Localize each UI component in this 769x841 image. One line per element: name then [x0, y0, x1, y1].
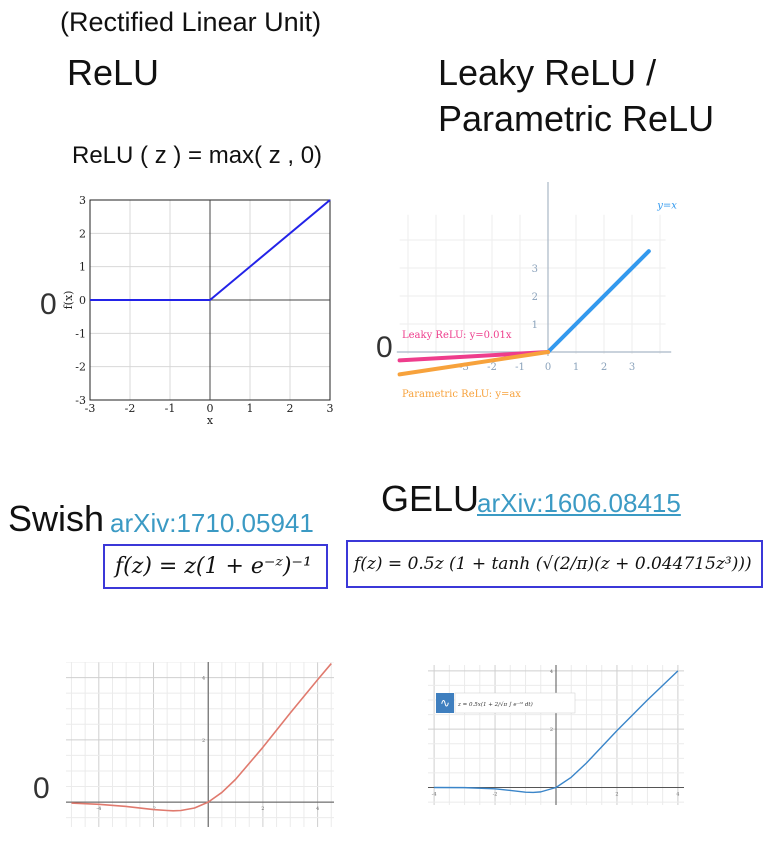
x-tick-label: 0 — [545, 362, 551, 373]
swish-chart: -4 -2 2 442 — [66, 662, 334, 827]
relu-formula: ReLU ( z ) = max( z , 0) — [72, 142, 323, 169]
relu-line — [90, 199, 331, 301]
leaky-title-line2: Parametric ReLU — [438, 98, 715, 139]
gelu-formula-box: f(z) = 0.5z (1 + tanh (√(2/π)(z + 0.0447… — [346, 540, 763, 588]
y-tick-label: 0 — [79, 294, 86, 307]
y-tick-label: 2 — [79, 227, 86, 240]
x-tick-label: -3 — [459, 362, 469, 373]
x-tick-label: -1 — [515, 362, 525, 373]
yx-label: y=x — [656, 200, 677, 211]
x-tick-label: 1 — [573, 362, 579, 373]
x-tick-label: 2 — [261, 806, 264, 812]
gelu-arxiv-link[interactable]: arXiv:1606.08415 — [477, 488, 681, 518]
x-tick-label: 3 — [629, 362, 635, 373]
swish-title: Swish — [8, 498, 105, 539]
plot-background — [66, 662, 334, 827]
swish-formula-box: f(z) = z(1 + e⁻ᶻ)⁻¹ — [103, 544, 328, 589]
x-tick-label: 0 — [207, 402, 214, 415]
y-tick-label: 2 — [550, 727, 553, 733]
relu-subtitle: (Rectified Linear Unit) — [60, 7, 322, 37]
y-tick-label: 3 — [79, 194, 86, 207]
x-tick-label: 2 — [601, 362, 607, 373]
leaky-chart: -3 -2 -1 0 1 2 3 1 2 3 y=x Leaky ReLU: y=0.01x Param… — [396, 182, 677, 400]
x-tick-label: 2 — [287, 402, 294, 415]
y-axis-label: f(x) — [62, 291, 75, 310]
gelu-title: GELU — [381, 478, 480, 519]
x-tick-label: -2 — [493, 792, 498, 798]
y-tick-label: 1 — [79, 261, 86, 274]
x-tick-label: -3 — [85, 402, 96, 415]
x-tick-label: 3 — [327, 402, 334, 415]
yx-line — [546, 249, 651, 354]
x-axis-label: x — [207, 414, 214, 427]
y-tick-label: -1 — [75, 327, 86, 340]
y-tick-label: 3 — [532, 264, 538, 275]
leaky-line — [397, 350, 550, 363]
x-tick-label: -2 — [487, 362, 497, 373]
inset-icon — [436, 693, 454, 713]
swish-arxiv-link[interactable]: arXiv:1710.05941 — [110, 508, 314, 538]
x-tick-label: -2 — [125, 402, 136, 415]
gelu-line — [434, 670, 679, 794]
y-tick-label: 4 — [202, 676, 205, 682]
x-tick-label: 2 — [615, 792, 618, 798]
y-tick-label: 4 — [550, 669, 553, 675]
swish-formula: f(z) = z(1 + e⁻ᶻ)⁻¹ — [115, 554, 312, 579]
y-tick-label: 2 — [532, 292, 538, 303]
leaky-title-line1: Leaky ReLU / — [438, 52, 657, 93]
swish-line — [71, 663, 332, 812]
x-tick-label: -1 — [165, 402, 176, 415]
y-tick-label: 2 — [202, 738, 205, 744]
inset-formula-box — [454, 692, 576, 714]
inset-formula: z = 0.5x(1 + 2/√π ∫ e⁻ᵗ² dt) — [457, 701, 533, 708]
wave-icon: ∿ — [440, 696, 450, 710]
x-tick-label: -4 — [432, 792, 437, 798]
y-tick-label: -3 — [75, 394, 86, 407]
leaky-label: Leaky ReLU: y=0.01x — [402, 330, 512, 341]
relu-zero-label: 0 — [40, 288, 57, 321]
x-tick-label: 1 — [247, 402, 254, 415]
x-tick-label: 4 — [316, 806, 319, 812]
swish-zero-label: 0 — [33, 772, 50, 805]
y-tick-label: -2 — [75, 361, 86, 374]
relu-title: ReLU — [67, 52, 160, 93]
parametric-label: Parametric ReLU: y=ax — [402, 389, 521, 400]
x-tick-label: 4 — [676, 792, 679, 798]
x-tick-label: -4 — [96, 806, 101, 812]
parametric-line — [397, 350, 550, 377]
relu-chart: -3 -2 -1 0 1 2 3 3 2 1 0 -1 -2 -3 x f(x) — [62, 194, 334, 427]
leaky-zero-label: 0 — [376, 331, 393, 364]
y-tick-label: 1 — [532, 320, 538, 331]
gelu-formula: f(z) = 0.5z (1 + tanh (√(2/π)(z + 0.0447… — [354, 554, 752, 574]
gelu-chart: -4 -2 2 4 4 2 ∿ z = 0.5x(1 + 2/√π ∫ e⁻ᵗ² dt) — [428, 665, 684, 805]
